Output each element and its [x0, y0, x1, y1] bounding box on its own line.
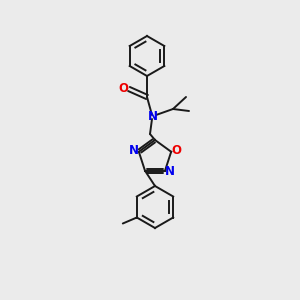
Text: O: O	[171, 144, 181, 157]
Text: N: N	[148, 110, 158, 122]
Text: N: N	[165, 165, 175, 178]
Text: O: O	[118, 82, 128, 94]
Text: N: N	[129, 144, 139, 157]
